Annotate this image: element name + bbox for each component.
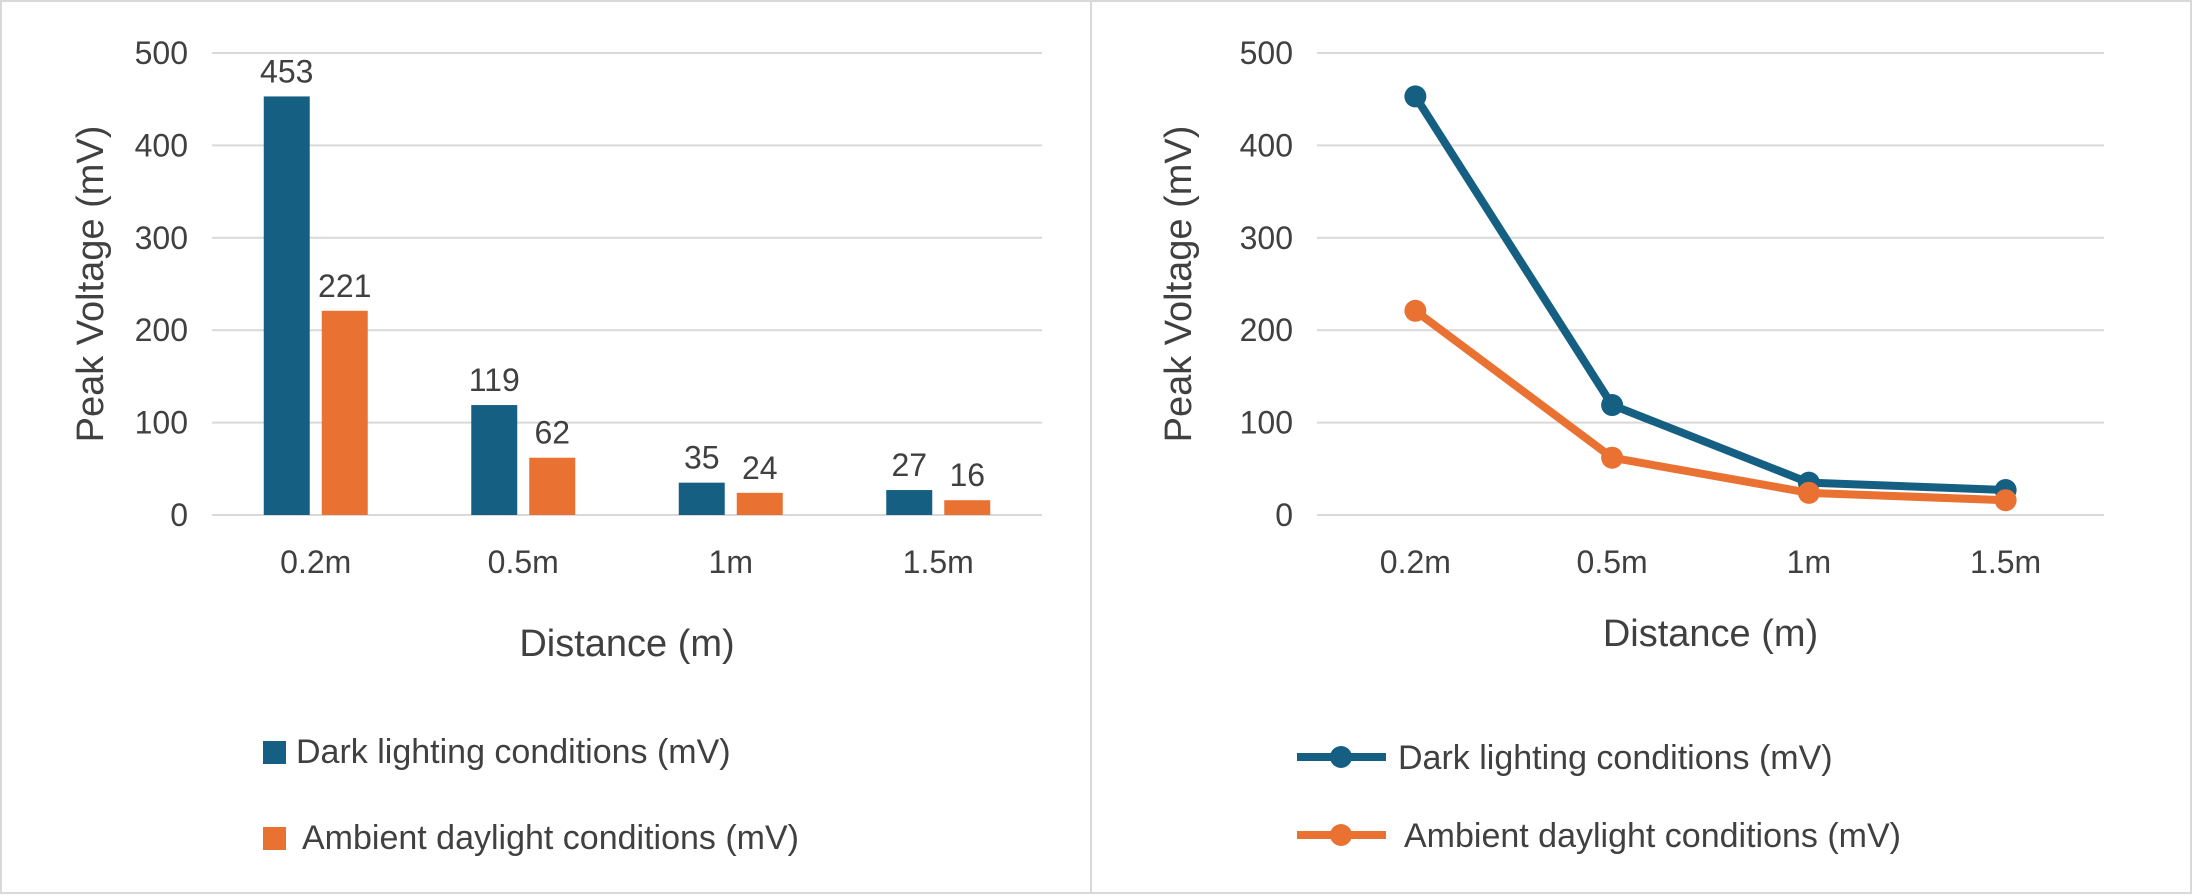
x-tick-label: 0.2m — [1380, 544, 1451, 580]
series-line-ambient — [1412, 307, 2006, 505]
x-axis-title: Distance (m) — [519, 623, 734, 665]
legend-label: Ambient daylight conditions (mV) — [1404, 817, 1901, 855]
y-tick-label: 500 — [1240, 35, 1293, 71]
y-axis-title: Peak Voltage (mV) — [1158, 126, 1200, 443]
bar-dark — [886, 490, 933, 515]
x-tick-label: 0.5m — [488, 544, 559, 580]
bar-chart: 0 100 200 300 400 500 0.2m 0.5m 1m 1.5m Distance (… — [70, 35, 1042, 857]
legend-swatch-ambient — [263, 827, 286, 850]
data-label: 27 — [891, 447, 927, 483]
data-label: 119 — [469, 362, 520, 398]
bar-dark — [678, 482, 725, 515]
bar-ambient — [736, 492, 783, 515]
legend-marker-dark — [1330, 746, 1352, 768]
data-label: 24 — [742, 450, 778, 486]
y-tick-label: 400 — [1240, 127, 1293, 163]
line-chart-panel: 0 100 200 300 400 500 0.2m 0.5m 1m 1.5m Distance (… — [1090, 0, 2192, 894]
y-tick-label: 300 — [135, 220, 188, 256]
y-tick-label: 300 — [1240, 220, 1293, 256]
point-ambient — [1601, 446, 1624, 469]
x-axis-title: Distance (m) — [1603, 613, 1818, 655]
x-tick-label: 1.5m — [903, 544, 974, 580]
bar-chart-panel: 0 100 200 300 400 500 0.2m 0.5m 1m 1.5m Distance (… — [0, 0, 1092, 894]
point-ambient — [1994, 489, 2017, 512]
legend-label: Dark lighting conditions (mV) — [1398, 739, 1833, 777]
data-label: 62 — [534, 415, 570, 451]
data-label: 35 — [684, 440, 720, 476]
x-tick-label: 1m — [709, 544, 753, 580]
bar-dark — [471, 405, 518, 515]
x-tick-label: 0.5m — [1577, 544, 1648, 580]
series-line-dark — [1412, 94, 2006, 495]
bar-dark — [263, 96, 310, 515]
y-axis-title: Peak Voltage (mV) — [70, 126, 112, 443]
data-label: 221 — [318, 268, 371, 304]
x-tick-label: 0.2m — [280, 544, 351, 580]
point-dark — [1404, 85, 1427, 108]
legend-label: Ambient daylight conditions (mV) — [302, 819, 799, 857]
x-tick-label: 1.5m — [1970, 544, 2041, 580]
bar-ambient — [944, 500, 991, 515]
legend-label: Dark lighting conditions (mV) — [296, 733, 731, 771]
y-tick-label: 200 — [1240, 312, 1293, 348]
y-tick-label: 100 — [135, 405, 188, 441]
y-tick-label: 0 — [170, 497, 188, 533]
line-chart: 0 100 200 300 400 500 0.2m 0.5m 1m 1.5m Distance (… — [1158, 35, 2104, 855]
legend-swatch-dark — [263, 741, 286, 764]
point-ambient — [1797, 481, 1820, 504]
y-tick-label: 500 — [135, 35, 188, 71]
y-tick-label: 100 — [1240, 405, 1293, 441]
x-tick-label: 1m — [1787, 544, 1831, 580]
point-ambient — [1404, 299, 1427, 322]
data-label: 453 — [260, 53, 313, 89]
data-label: 16 — [949, 457, 985, 493]
bar-ambient — [529, 457, 576, 515]
y-tick-label: 200 — [135, 312, 188, 348]
y-tick-label: 400 — [135, 127, 188, 163]
legend-marker-ambient — [1330, 824, 1352, 846]
point-dark — [1601, 394, 1624, 417]
y-tick-label: 0 — [1275, 497, 1293, 533]
bar-ambient — [321, 310, 368, 515]
